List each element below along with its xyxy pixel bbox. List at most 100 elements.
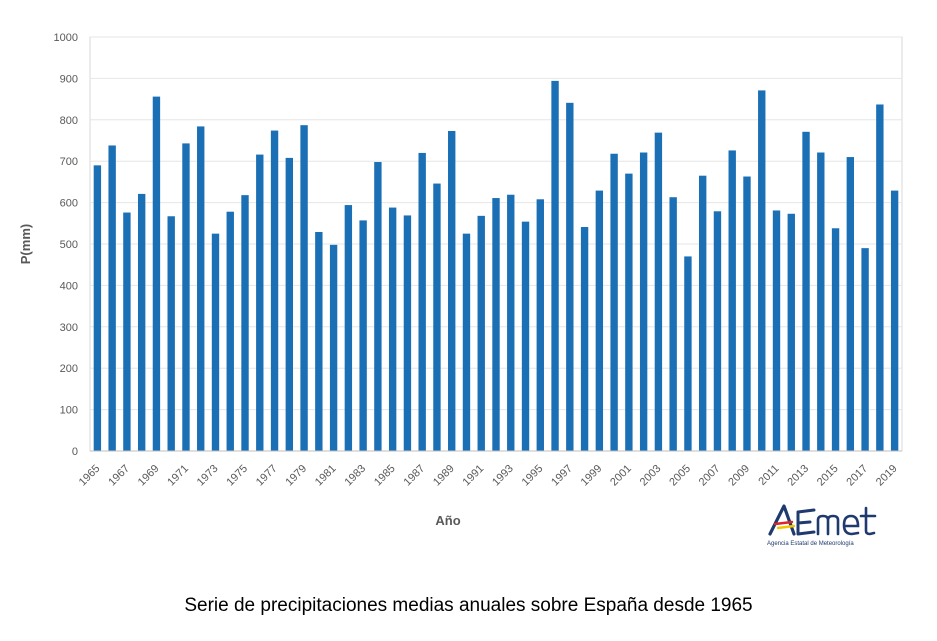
y-tick-label: 1000 <box>54 32 78 44</box>
bar-1989 <box>448 130 456 451</box>
bar-2011 <box>772 210 781 451</box>
x-tick-label: 2017 <box>844 463 870 489</box>
x-tick-label: 1979 <box>283 463 309 489</box>
x-tick-label: 1991 <box>461 463 487 489</box>
bar-2006 <box>699 175 707 451</box>
bar-2005 <box>684 256 692 451</box>
bar-1994 <box>521 221 530 451</box>
x-tick-label: 1997 <box>549 463 575 489</box>
y-tick-label: 400 <box>60 280 78 292</box>
bar-2010 <box>758 90 766 451</box>
y-tick-labels: 0 100 200 300 400 500 600 700 800 900 1000 <box>54 32 78 458</box>
logo-e-mark <box>796 508 816 536</box>
bar-1974 <box>226 211 234 451</box>
bar-1996 <box>551 80 559 451</box>
bar-2000 <box>610 153 618 452</box>
x-tick-label: 1983 <box>342 463 368 489</box>
y-tick-label: 600 <box>60 198 78 210</box>
logo-e2-mark <box>842 514 860 536</box>
bar-2012 <box>787 213 795 451</box>
x-tick-label: 1995 <box>520 463 546 489</box>
bar-1995 <box>536 199 544 451</box>
y-tick-label: 800 <box>60 115 78 127</box>
y-axis-title: P(mm) <box>18 224 33 264</box>
bar-1992 <box>492 198 500 451</box>
x-tick-label: 2019 <box>874 463 900 489</box>
bar-2017 <box>861 248 869 451</box>
bar-2007 <box>713 211 722 451</box>
y-tick-label: 900 <box>60 73 78 85</box>
grid-lines <box>90 36 902 411</box>
bar-2014 <box>817 152 825 452</box>
bar-1985 <box>388 207 397 451</box>
bar-1978 <box>285 157 293 451</box>
bar-1999 <box>595 190 604 451</box>
x-tick-label: 2005 <box>667 463 693 489</box>
bar-1973 <box>211 233 220 451</box>
logo-tagline: Agencia Estatal de Meteorología <box>767 541 854 547</box>
logo-a-mark <box>768 504 796 536</box>
bar-1970 <box>167 216 175 451</box>
y-tick-label: 200 <box>60 363 78 375</box>
bar-1997 <box>566 102 574 452</box>
bar-1986 <box>403 215 412 451</box>
x-tick-label: 2007 <box>697 463 723 489</box>
bar-1991 <box>477 215 485 451</box>
bar-2002 <box>639 152 648 452</box>
x-tick-label: 1965 <box>77 463 103 489</box>
bar-2015 <box>831 228 840 451</box>
bar-2008 <box>728 150 736 451</box>
x-tick-label: 1985 <box>372 463 398 489</box>
bar-1979 <box>300 125 308 451</box>
bar-1971 <box>182 143 190 451</box>
bar-1982 <box>344 205 353 451</box>
x-tick-label: 1987 <box>402 463 428 489</box>
bar-2009 <box>743 176 751 451</box>
logo-m-mark <box>816 514 840 536</box>
logo-t-mark <box>859 506 877 536</box>
x-tick-label: 1981 <box>313 463 339 489</box>
bar-1988 <box>433 183 441 451</box>
bar-2003 <box>654 132 663 451</box>
y-tick-label: 500 <box>60 239 78 251</box>
bar-2019 <box>890 190 899 451</box>
y-tick-label: 0 <box>72 446 78 458</box>
bar-1968 <box>137 193 146 451</box>
logo-red-stroke <box>773 520 794 526</box>
x-tick-label: 1973 <box>195 463 221 489</box>
bar-1969 <box>152 96 161 451</box>
x-tick-label: 2015 <box>815 463 841 489</box>
bar-1965 <box>93 165 102 451</box>
x-tick-label: 1971 <box>165 463 191 489</box>
bar-2001 <box>625 173 633 451</box>
y-tick-label: 300 <box>60 322 78 334</box>
bar-2013 <box>802 131 810 451</box>
x-tick-label: 1993 <box>490 463 516 489</box>
x-tick-label: 1989 <box>431 463 457 489</box>
bar-1990 <box>462 233 471 451</box>
bar-1981 <box>329 244 338 451</box>
bar-1998 <box>580 227 589 451</box>
aemet-logo: Agencia Estatal de Meteorología <box>767 504 877 547</box>
x-tick-label: 1999 <box>579 463 605 489</box>
x-tick-label: 1969 <box>136 463 162 489</box>
bar-1987 <box>418 152 426 452</box>
x-tick-label: 2009 <box>726 463 752 489</box>
bar-2018 <box>876 104 884 452</box>
chart-caption: Serie de precipitaciones medias anuales … <box>184 595 753 616</box>
bars <box>93 80 899 452</box>
bar-1977 <box>270 130 279 451</box>
bar-1983 <box>359 220 367 451</box>
x-tick-label: 1977 <box>254 463 280 489</box>
x-tick-label: 1967 <box>106 463 132 489</box>
bar-1993 <box>507 194 515 451</box>
bar-1975 <box>241 195 249 451</box>
logo-yellow-stroke <box>776 524 796 530</box>
x-tick-label: 2013 <box>785 463 811 489</box>
bar-1984 <box>374 162 382 451</box>
y-tick-label: 100 <box>60 405 78 417</box>
y-tick-label: 700 <box>60 156 78 168</box>
bar-1966 <box>108 145 116 451</box>
bar-2004 <box>669 197 677 451</box>
